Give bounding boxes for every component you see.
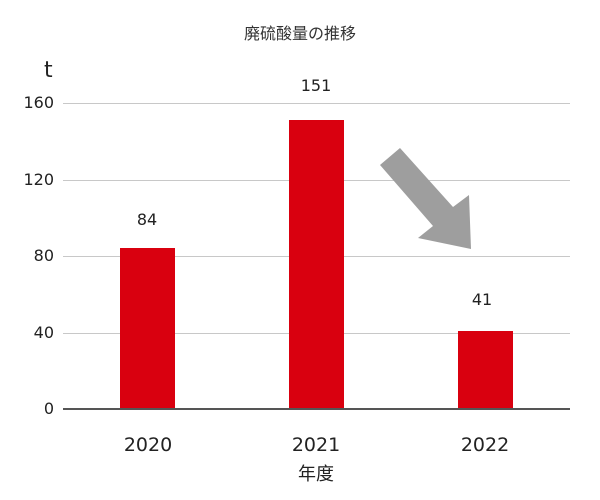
y-tick-40: 40 [33,323,54,342]
x-axis-title: 年度 [298,464,334,485]
chart-title: 廃硫酸量の推移 [243,24,356,43]
bar-2020 [120,248,175,409]
bar-2022 [458,330,513,409]
y-tick-160: 160 [23,93,54,112]
x-tick-2020: 2020 [123,434,173,456]
gridline-160 [63,103,570,104]
y-tick-80: 80 [33,246,54,265]
y-tick-0: 0 [43,399,54,418]
value-label-2020: 84 [136,210,158,229]
x-tick-2022: 2022 [460,434,510,456]
x-axis-line [63,408,570,410]
y-tick-120: 120 [23,170,54,189]
bar-2021 [289,120,344,409]
value-label-2022: 41 [471,290,493,309]
value-label-2021: 151 [300,76,332,95]
y-axis-unit-label: t [44,58,53,83]
x-tick-2021: 2021 [291,434,341,456]
